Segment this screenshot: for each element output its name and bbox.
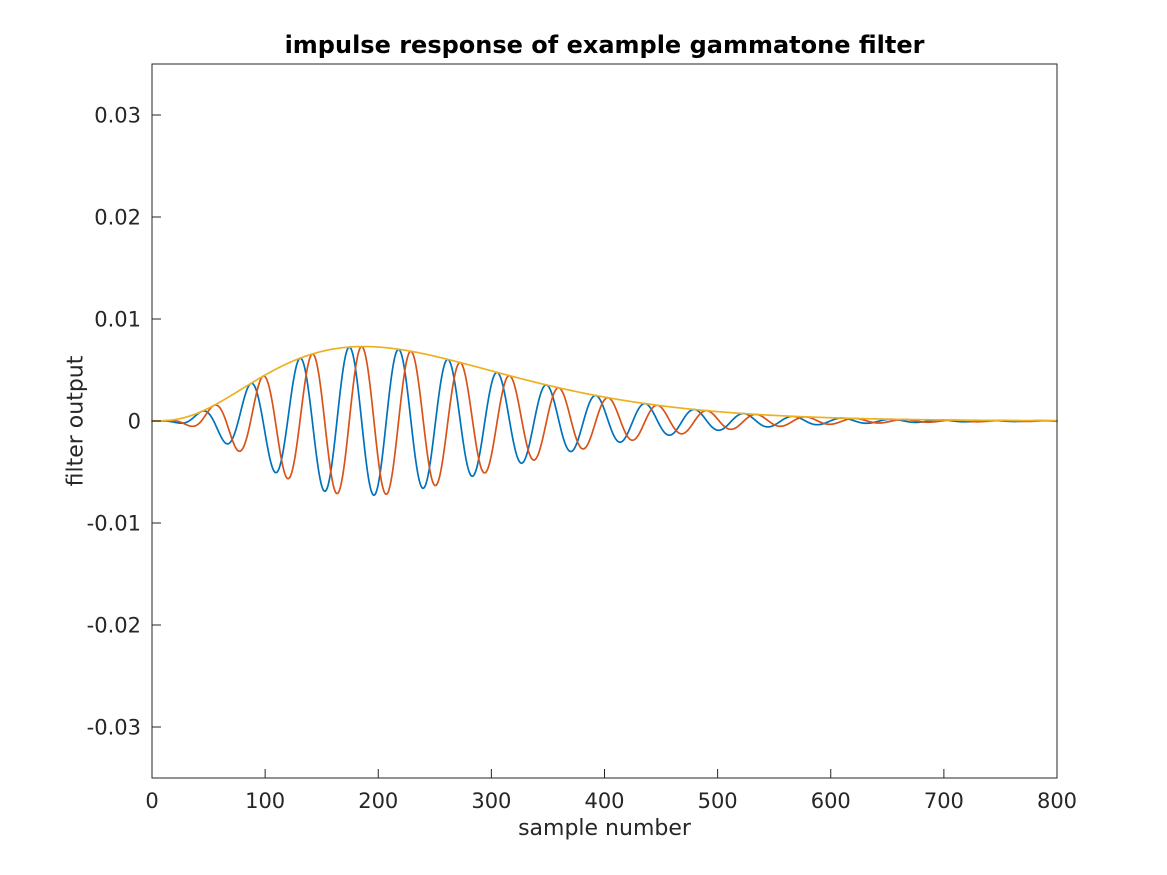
- x-tick-label: 800: [1037, 789, 1077, 813]
- y-tick-label: -0.01: [87, 512, 141, 536]
- x-tick-label: 600: [811, 789, 851, 813]
- y-tick-label: 0.03: [94, 104, 141, 128]
- y-tick-label: -0.02: [87, 614, 141, 638]
- x-tick-label: 400: [584, 789, 624, 813]
- y-axis-label: filter output: [63, 355, 89, 487]
- x-tick-label: 0: [145, 789, 158, 813]
- x-tick-label: 700: [924, 789, 964, 813]
- y-tick-label: 0: [128, 410, 141, 434]
- x-tick-label: 100: [245, 789, 285, 813]
- x-axis-label: sample number: [518, 816, 691, 841]
- x-tick-label: 200: [358, 789, 398, 813]
- x-tick-label: 300: [471, 789, 511, 813]
- y-tick-label: -0.03: [87, 716, 141, 740]
- x-tick-label: 500: [698, 789, 738, 813]
- plot-title: impulse response of example gammatone fi…: [284, 31, 925, 59]
- y-tick-label: 0.01: [94, 308, 141, 332]
- y-tick-label: 0.02: [94, 206, 141, 230]
- series-line-fine-structure-cos: [151, 346, 1058, 497]
- series-line-envelope: [151, 345, 1058, 422]
